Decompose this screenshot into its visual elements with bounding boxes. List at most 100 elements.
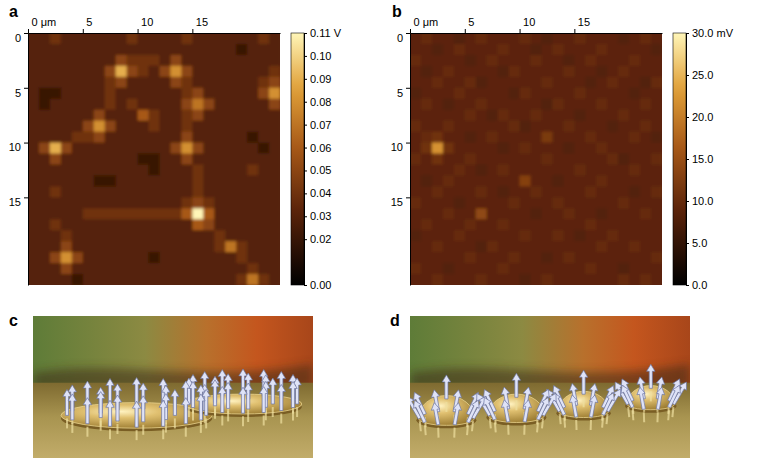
cell bbox=[487, 154, 499, 166]
cell bbox=[50, 66, 62, 78]
cell bbox=[138, 66, 150, 78]
cell bbox=[498, 230, 510, 242]
cell bbox=[585, 197, 597, 209]
cell bbox=[39, 241, 51, 253]
cell bbox=[192, 55, 204, 67]
cell bbox=[214, 252, 226, 264]
cell bbox=[258, 77, 270, 89]
cell bbox=[50, 186, 62, 198]
cell bbox=[138, 55, 150, 67]
cell bbox=[170, 263, 182, 275]
cell bbox=[454, 55, 466, 67]
cell bbox=[432, 241, 444, 253]
cell bbox=[83, 186, 95, 198]
cell bbox=[247, 164, 259, 176]
cell bbox=[618, 230, 630, 242]
cell bbox=[618, 44, 630, 56]
cell bbox=[269, 88, 280, 100]
arrow bbox=[132, 401, 140, 427]
cell bbox=[138, 132, 150, 144]
arrow-reflection bbox=[590, 420, 592, 430]
cell bbox=[170, 110, 182, 122]
cell bbox=[520, 208, 532, 220]
cell bbox=[651, 143, 662, 155]
cell bbox=[50, 77, 62, 89]
arrow-reflection bbox=[272, 407, 274, 417]
cell bbox=[61, 208, 73, 220]
cell bbox=[421, 55, 433, 67]
cell bbox=[149, 208, 161, 220]
cell bbox=[640, 99, 652, 111]
cell bbox=[509, 132, 521, 144]
cell bbox=[432, 77, 444, 89]
colorbar-tick: 30.0 mV bbox=[686, 27, 734, 39]
cell bbox=[421, 121, 433, 133]
arrow-reflection bbox=[71, 423, 73, 433]
cell bbox=[563, 99, 575, 111]
cell bbox=[83, 66, 95, 78]
cell bbox=[83, 143, 95, 155]
cell bbox=[607, 230, 619, 242]
arrow bbox=[277, 385, 285, 411]
cell bbox=[498, 55, 510, 67]
cell bbox=[596, 143, 608, 155]
colorbar-tick-mark bbox=[686, 75, 689, 76]
y-tick: 10 bbox=[9, 141, 28, 153]
cell bbox=[203, 219, 215, 231]
cell bbox=[498, 33, 510, 45]
cell bbox=[552, 175, 564, 187]
cell bbox=[476, 66, 488, 78]
cell bbox=[563, 186, 575, 198]
cell bbox=[83, 99, 95, 111]
colorbar-tick: 0.03 bbox=[304, 210, 331, 222]
cell bbox=[138, 274, 150, 285]
cell bbox=[618, 197, 630, 209]
cell bbox=[531, 33, 543, 45]
cell bbox=[258, 66, 270, 78]
cell bbox=[236, 252, 248, 264]
cell bbox=[94, 186, 106, 198]
cell bbox=[563, 77, 575, 89]
cell bbox=[39, 33, 51, 45]
cell bbox=[192, 252, 204, 264]
cell bbox=[541, 121, 553, 133]
cell bbox=[585, 99, 597, 111]
cell bbox=[258, 208, 270, 220]
cell bbox=[127, 154, 139, 166]
x-tick-label: 10 bbox=[523, 16, 535, 28]
cell bbox=[531, 197, 543, 209]
cell bbox=[509, 110, 521, 122]
cell bbox=[258, 186, 270, 198]
cell bbox=[487, 110, 499, 122]
cell bbox=[28, 44, 40, 56]
arrow-reflection bbox=[650, 391, 652, 401]
arrow-reflection bbox=[188, 407, 190, 417]
cell bbox=[72, 230, 84, 242]
colorbar-tick-label: 10.0 bbox=[692, 195, 713, 207]
colorbar-tick: 0.08 bbox=[304, 96, 331, 108]
cell bbox=[181, 175, 193, 187]
arrow-reflection bbox=[523, 425, 525, 435]
cell bbox=[651, 33, 662, 45]
colorbar-tick-mark bbox=[304, 56, 307, 57]
cell bbox=[410, 121, 422, 133]
cell bbox=[651, 252, 662, 264]
cell bbox=[432, 110, 444, 122]
x-axis: 0 μm51015 bbox=[411, 16, 663, 34]
cell bbox=[28, 197, 40, 209]
cell bbox=[563, 219, 575, 231]
cell bbox=[465, 143, 477, 155]
cell bbox=[465, 164, 477, 176]
cell bbox=[170, 121, 182, 133]
colorbar-tick-mark bbox=[304, 193, 307, 194]
cell bbox=[454, 110, 466, 122]
cell bbox=[83, 252, 95, 264]
cell bbox=[487, 121, 499, 133]
cell bbox=[39, 121, 51, 133]
cell bbox=[170, 99, 182, 111]
cell bbox=[138, 110, 150, 122]
cell bbox=[149, 241, 161, 253]
cell bbox=[149, 154, 161, 166]
cell bbox=[181, 110, 193, 122]
cell bbox=[28, 164, 40, 176]
